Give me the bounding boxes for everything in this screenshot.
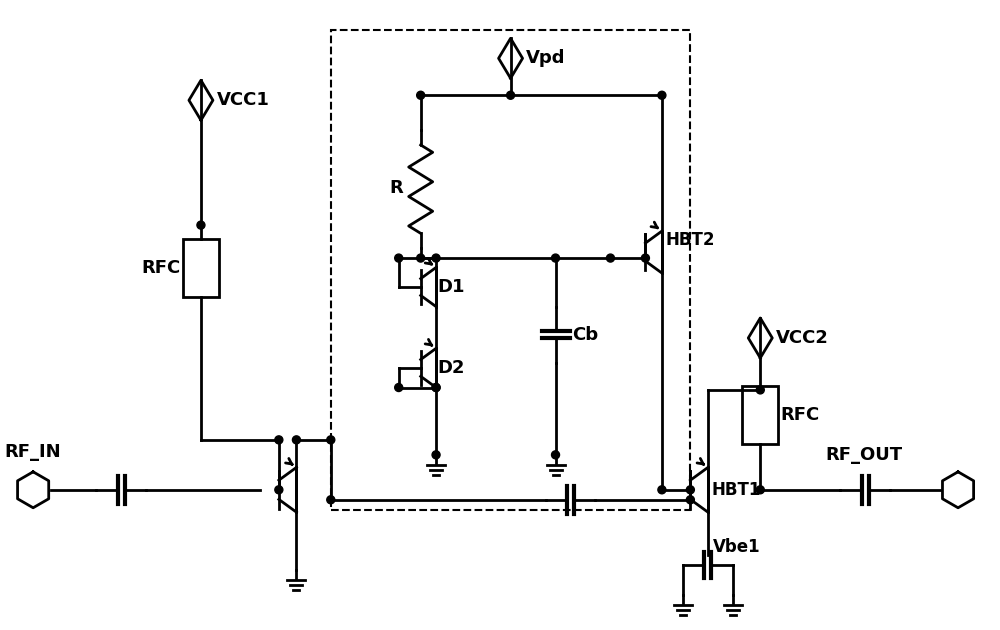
Circle shape — [432, 384, 440, 391]
Circle shape — [327, 496, 335, 504]
Text: RF_IN: RF_IN — [5, 443, 61, 461]
Text: Vpd: Vpd — [526, 49, 565, 67]
Circle shape — [417, 254, 425, 262]
Text: R: R — [389, 179, 403, 197]
Circle shape — [197, 221, 205, 229]
Text: HBT1: HBT1 — [712, 481, 761, 499]
Circle shape — [432, 451, 440, 459]
Text: RFC: RFC — [780, 406, 820, 424]
Circle shape — [606, 254, 614, 262]
Text: VCC2: VCC2 — [776, 329, 829, 347]
Bar — [183, 239, 219, 297]
Circle shape — [686, 496, 694, 504]
Text: RFC: RFC — [142, 259, 181, 277]
Circle shape — [395, 254, 403, 262]
Circle shape — [641, 254, 649, 262]
Circle shape — [275, 436, 283, 444]
Circle shape — [275, 486, 283, 494]
Circle shape — [432, 384, 440, 391]
Circle shape — [658, 486, 666, 494]
Text: RF_OUT: RF_OUT — [825, 446, 902, 464]
Circle shape — [292, 436, 300, 444]
Circle shape — [686, 486, 694, 494]
Text: D2: D2 — [437, 359, 465, 377]
Circle shape — [756, 486, 764, 494]
Circle shape — [658, 91, 666, 100]
Bar — [331, 30, 690, 510]
Circle shape — [756, 386, 764, 394]
Circle shape — [395, 384, 403, 391]
Circle shape — [417, 91, 425, 100]
Text: HBT2: HBT2 — [666, 231, 715, 249]
Text: Vbe1: Vbe1 — [713, 538, 761, 556]
Bar — [742, 386, 778, 444]
Circle shape — [432, 254, 440, 262]
Circle shape — [327, 436, 335, 444]
Circle shape — [552, 451, 560, 459]
Text: VCC1: VCC1 — [217, 91, 270, 109]
Circle shape — [552, 254, 560, 262]
Text: D1: D1 — [437, 278, 465, 296]
Circle shape — [507, 91, 515, 100]
Text: Cb: Cb — [573, 326, 599, 344]
